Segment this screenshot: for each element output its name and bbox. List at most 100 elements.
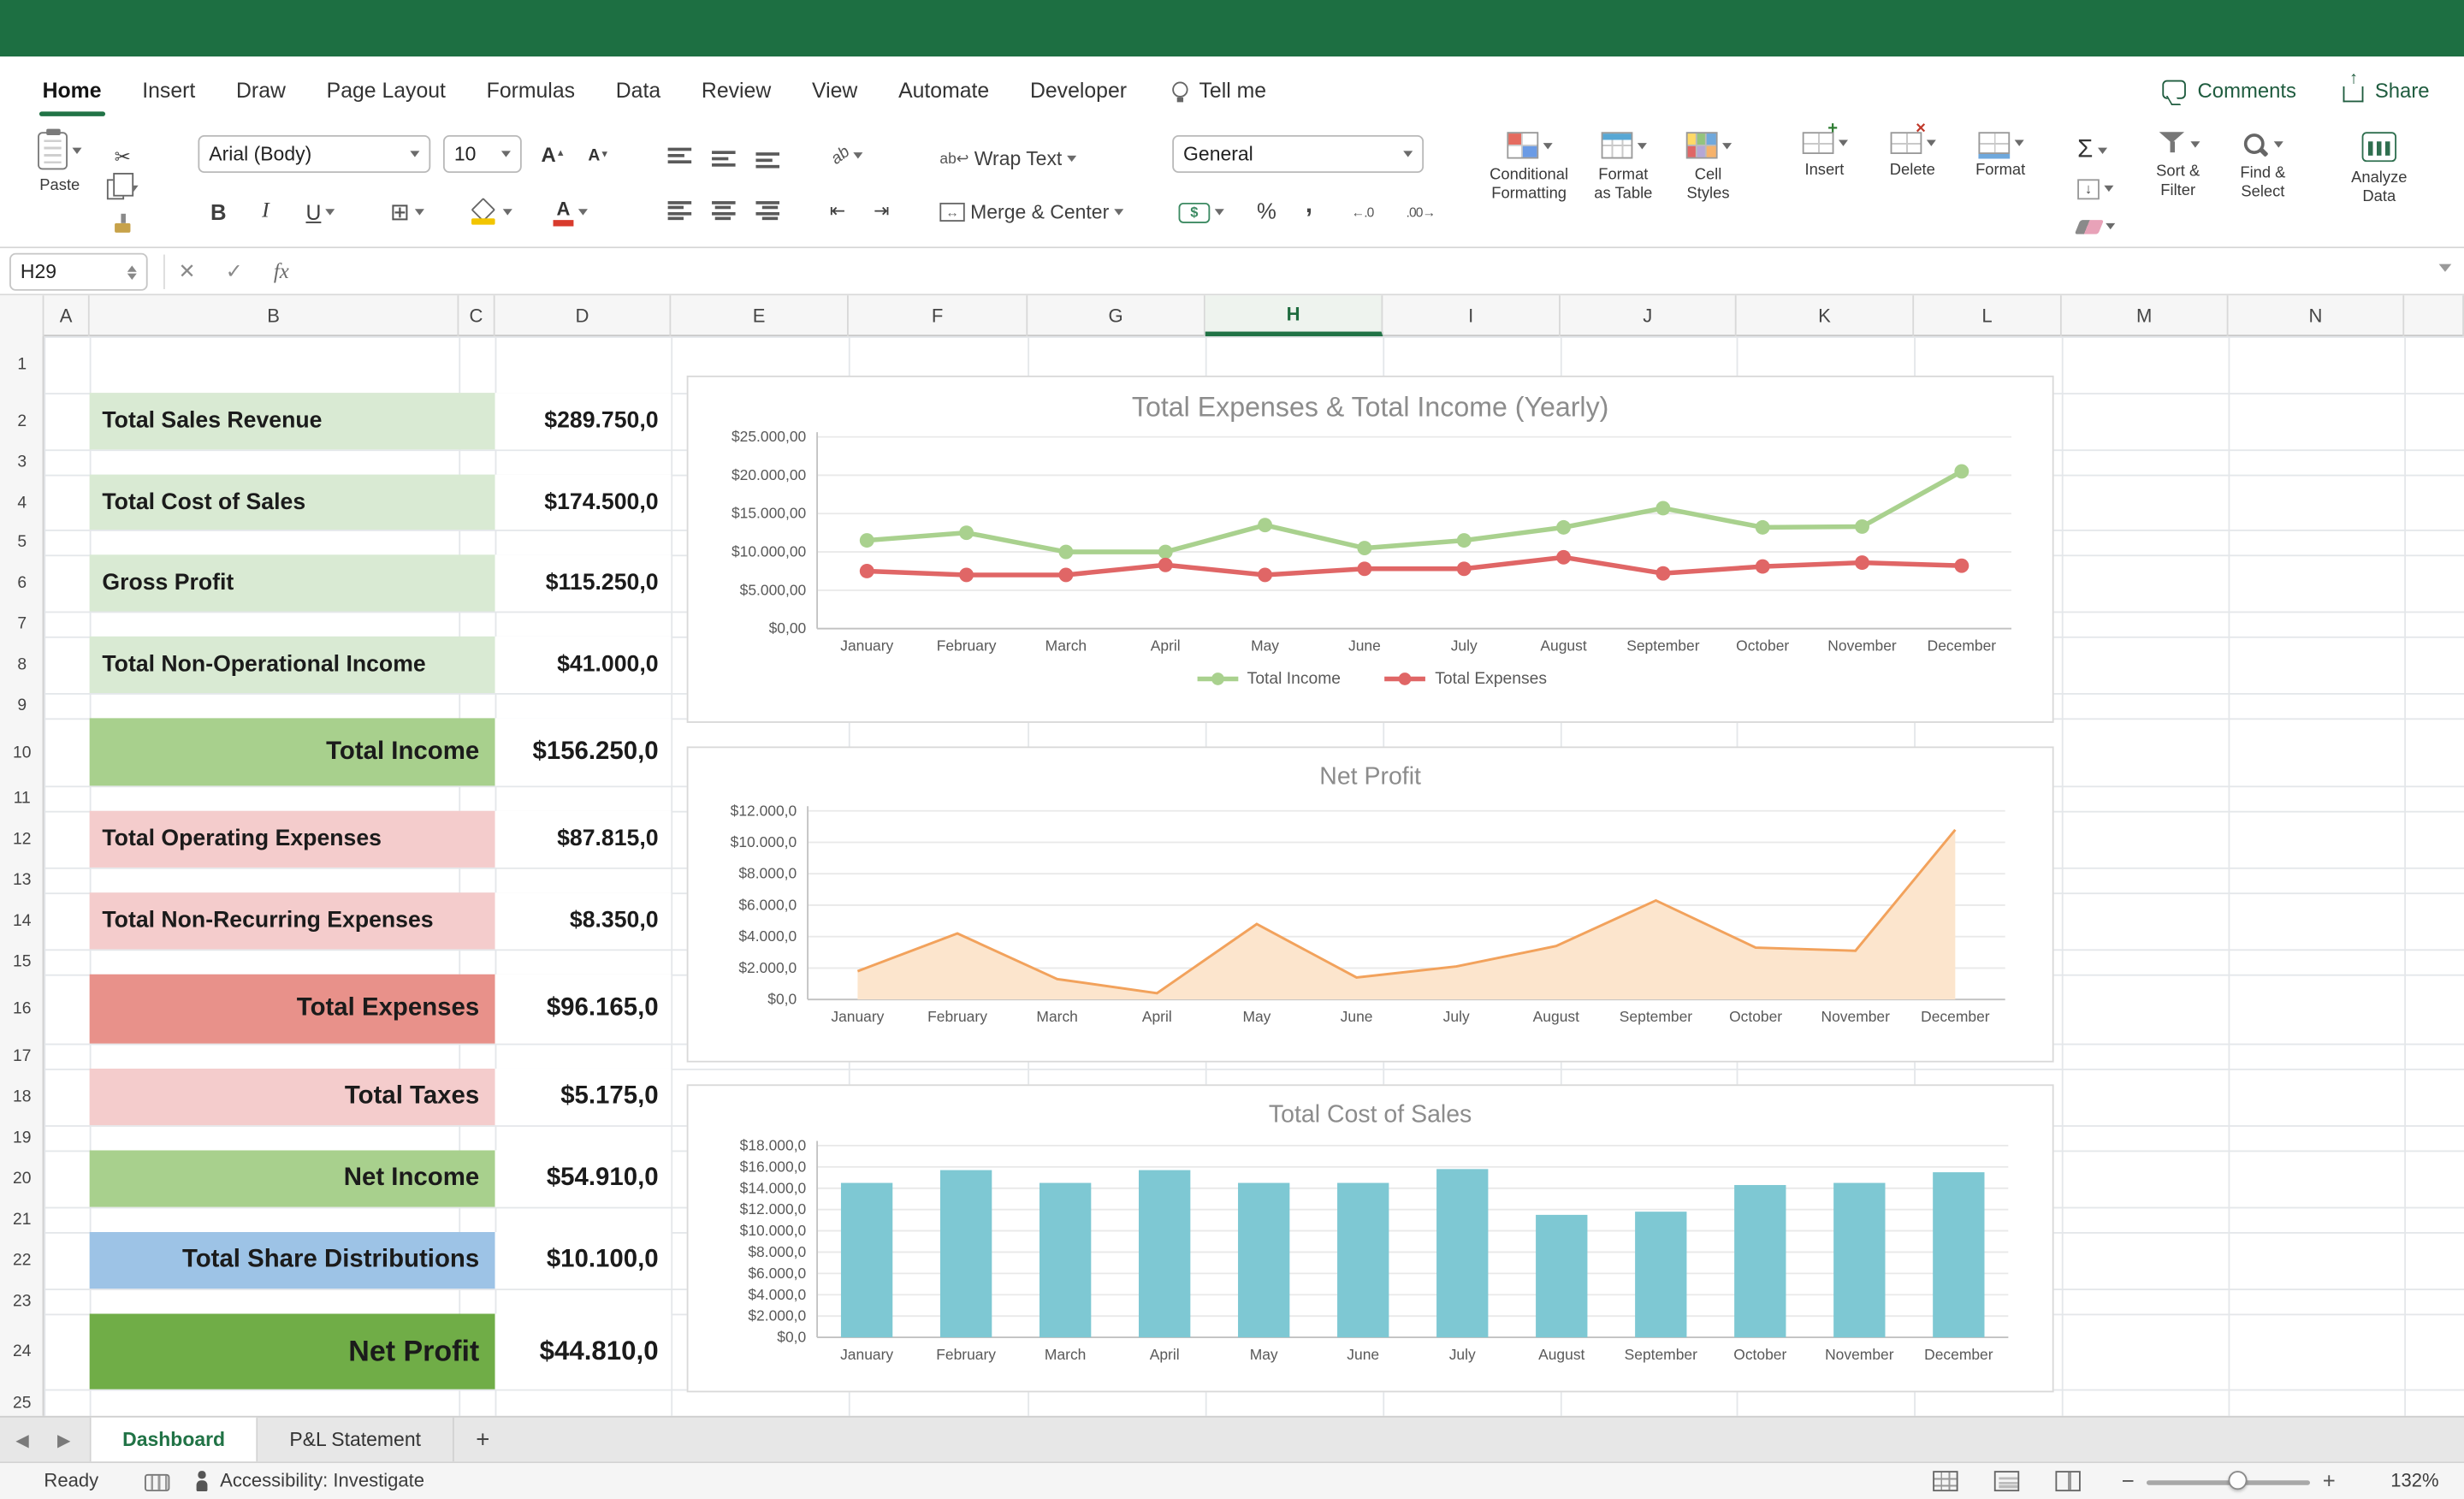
- column-header-A[interactable]: A: [44, 295, 89, 336]
- row-header-11[interactable]: 11: [0, 785, 44, 810]
- zoom-slider-knob[interactable]: [2228, 1471, 2247, 1490]
- row-header-13[interactable]: 13: [0, 868, 44, 892]
- sheet-cell-label[interactable]: Total Expenses: [90, 975, 495, 1044]
- sheet-cell-value[interactable]: $289.750,0: [495, 393, 672, 449]
- select-all-corner[interactable]: [0, 295, 44, 336]
- sheet-cell-label[interactable]: Net Income: [90, 1150, 495, 1206]
- normal-view-icon[interactable]: [1933, 1471, 1958, 1491]
- sheet-cell-value[interactable]: $87.815,0: [495, 811, 672, 868]
- sheet-cell-value[interactable]: $8.350,0: [495, 892, 672, 949]
- sheet-cell-label[interactable]: Net Profit: [90, 1314, 495, 1389]
- svg-text:August: August: [1540, 637, 1586, 654]
- row-header-20[interactable]: 20: [0, 1150, 44, 1206]
- column-header-G[interactable]: G: [1028, 295, 1205, 336]
- sheet-cell-label[interactable]: Total Sales Revenue: [90, 393, 495, 449]
- row-header-12[interactable]: 12: [0, 811, 44, 868]
- row-header-15[interactable]: 15: [0, 949, 44, 974]
- row-header-4[interactable]: 4: [0, 475, 44, 530]
- svg-text:$6.000,0: $6.000,0: [738, 896, 797, 913]
- row-header-column: 1234567891011121314151617181920212223242…: [0, 336, 44, 1416]
- sheet-cell-label[interactable]: Total Operating Expenses: [90, 811, 495, 868]
- column-header-row: ABCDEFGHIJKLMN: [0, 295, 2464, 336]
- sheet-cell-value[interactable]: $54.910,0: [495, 1150, 672, 1206]
- sheet-cell-value[interactable]: $174.500,0: [495, 475, 672, 530]
- sheet-cell-value[interactable]: $96.165,0: [495, 975, 672, 1044]
- sheet-cell-value[interactable]: $44.810,0: [495, 1314, 672, 1389]
- row-header-14[interactable]: 14: [0, 892, 44, 949]
- svg-text:November: November: [1825, 1346, 1894, 1363]
- add-sheet-button[interactable]: +: [454, 1418, 512, 1461]
- row-header-18[interactable]: 18: [0, 1069, 44, 1125]
- sheet-cell-label[interactable]: Total Non-Recurring Expenses: [90, 892, 495, 949]
- svg-text:December: December: [1924, 1346, 1993, 1363]
- row-header-7[interactable]: 7: [0, 611, 44, 636]
- sheet-cell-value[interactable]: $5.175,0: [495, 1069, 672, 1125]
- column-header-B[interactable]: B: [90, 295, 459, 336]
- row-header-22[interactable]: 22: [0, 1232, 44, 1289]
- column-header-K[interactable]: K: [1737, 295, 1915, 336]
- column-header-J[interactable]: J: [1561, 295, 1737, 336]
- row-header-5[interactable]: 5: [0, 530, 44, 554]
- column-header-E[interactable]: E: [671, 295, 849, 336]
- row-header-9[interactable]: 9: [0, 693, 44, 718]
- column-header-N[interactable]: N: [2228, 295, 2404, 336]
- row-header-10[interactable]: 10: [0, 718, 44, 785]
- row-header-1[interactable]: 1: [0, 336, 44, 393]
- row-header-19[interactable]: 19: [0, 1125, 44, 1150]
- sheet-cell-value[interactable]: $115.250,0: [495, 554, 672, 611]
- sheet-cell-value[interactable]: $156.250,0: [495, 718, 672, 785]
- column-header-D[interactable]: D: [495, 295, 672, 336]
- column-header-L[interactable]: L: [1914, 295, 2062, 336]
- row-header-6[interactable]: 6: [0, 554, 44, 611]
- svg-text:November: November: [1821, 1008, 1891, 1025]
- legend-label: Total Income: [1247, 669, 1341, 688]
- page-break-view-icon[interactable]: [2055, 1471, 2080, 1491]
- column-header-C[interactable]: C: [459, 295, 495, 336]
- sheet-tab-dashboard[interactable]: Dashboard: [90, 1418, 258, 1461]
- sheet-cell-label[interactable]: Total Non-Operational Income: [90, 637, 495, 693]
- accessibility-status[interactable]: Accessibility: Investigate: [220, 1469, 424, 1491]
- cost-of-sales-bar-chart: $0,0$2.000,0$4.000,0$6.000,0$8.000,0$10.…: [695, 1136, 2046, 1382]
- svg-text:August: August: [1538, 1346, 1584, 1363]
- row-header-25[interactable]: 25: [0, 1389, 44, 1416]
- column-header-I[interactable]: I: [1383, 295, 1561, 336]
- chart-title: Total Expenses & Total Income (Yearly): [688, 387, 2052, 428]
- chart-cost-of-sales[interactable]: Total Cost of Sales $0,0$2.000,0$4.000,0…: [687, 1084, 2054, 1392]
- svg-text:$12.000,0: $12.000,0: [740, 1200, 807, 1218]
- column-header-M[interactable]: M: [2062, 295, 2229, 336]
- sheet-cell-label[interactable]: Total Income: [90, 718, 495, 785]
- sheet-cell-label[interactable]: Total Share Distributions: [90, 1232, 495, 1289]
- sheet-cell-value[interactable]: $10.100,0: [495, 1232, 672, 1289]
- zoom-in-button[interactable]: +: [2323, 1468, 2336, 1493]
- row-header-21[interactable]: 21: [0, 1207, 44, 1232]
- svg-text:March: March: [1045, 1346, 1086, 1363]
- accessibility-icon: [192, 1471, 210, 1491]
- row-header-2[interactable]: 2: [0, 393, 44, 449]
- chart-income-expenses[interactable]: Total Expenses & Total Income (Yearly) $…: [687, 376, 2054, 723]
- zoom-percentage[interactable]: 132%: [2363, 1469, 2438, 1491]
- svg-text:January: January: [840, 1346, 893, 1363]
- row-header-24[interactable]: 24: [0, 1314, 44, 1389]
- row-header-23[interactable]: 23: [0, 1289, 44, 1313]
- sheet-cell-label[interactable]: Gross Profit: [90, 554, 495, 611]
- sheet-cell-label[interactable]: Total Cost of Sales: [90, 475, 495, 530]
- page-layout-view-icon[interactable]: [1994, 1471, 2019, 1491]
- chart-net-profit[interactable]: Net Profit $0,0$2.000,0$4.000,0$6.000,0$…: [687, 746, 2054, 1062]
- keyboard-icon[interactable]: [145, 1474, 169, 1491]
- svg-text:$10.000,0: $10.000,0: [731, 833, 797, 850]
- next-sheet-button[interactable]: ▶: [57, 1430, 71, 1450]
- row-header-8[interactable]: 8: [0, 637, 44, 693]
- svg-text:September: September: [1625, 1346, 1697, 1363]
- row-header-3[interactable]: 3: [0, 449, 44, 474]
- row-header-17[interactable]: 17: [0, 1044, 44, 1069]
- sheet-cell-value[interactable]: $41.000,0: [495, 637, 672, 693]
- sheet-tab-pl-statement[interactable]: P&L Statement: [258, 1418, 454, 1461]
- sheet-cell-label[interactable]: Total Taxes: [90, 1069, 495, 1125]
- svg-text:April: April: [1142, 1008, 1172, 1025]
- zoom-out-button[interactable]: −: [2122, 1468, 2135, 1493]
- column-header-H[interactable]: H: [1205, 295, 1383, 336]
- row-header-16[interactable]: 16: [0, 975, 44, 1044]
- prev-sheet-button[interactable]: ◀: [15, 1430, 29, 1450]
- svg-text:May: May: [1251, 637, 1279, 654]
- column-header-F[interactable]: F: [849, 295, 1028, 336]
